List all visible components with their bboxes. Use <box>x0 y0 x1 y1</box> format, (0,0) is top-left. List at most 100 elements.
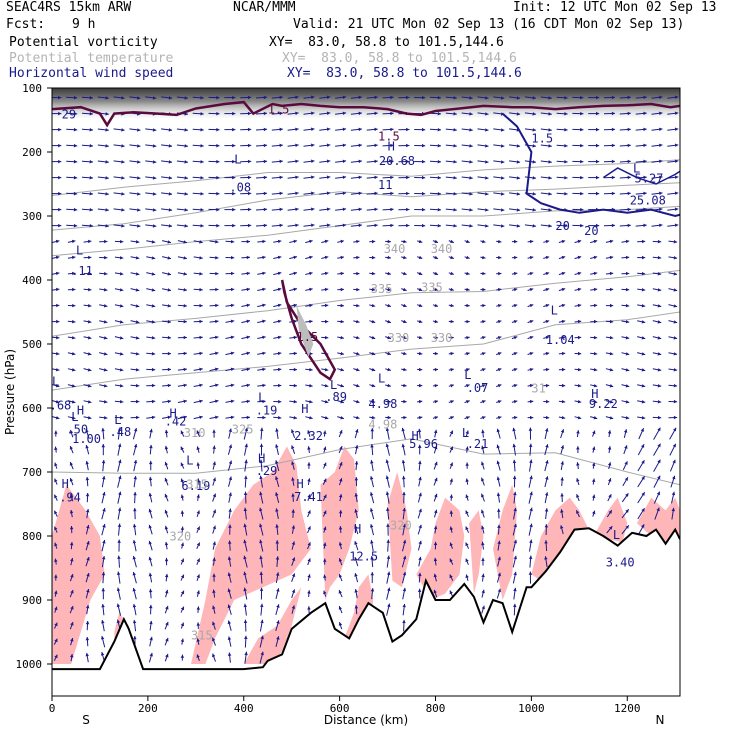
wind-vector-head <box>481 400 486 404</box>
wind-vector-head <box>196 446 200 450</box>
wind-vector-head <box>324 303 329 308</box>
wind-vector-head <box>641 336 646 340</box>
x-end-label-south: S <box>82 713 90 727</box>
wind-vector-head <box>673 336 678 340</box>
wind-vector-head <box>564 192 568 196</box>
wind-vector-head <box>212 541 216 546</box>
wind-vector-head <box>227 652 232 656</box>
wind-vector-head <box>117 427 122 431</box>
wind-vector-head <box>625 416 630 420</box>
wind-vector-head <box>641 288 646 292</box>
wind-vector-head <box>105 224 109 228</box>
wind-vector-head <box>497 304 502 308</box>
wind-vector-head <box>73 95 78 100</box>
wind-vector-head <box>55 239 60 244</box>
wind-vector-head <box>513 336 518 340</box>
wind-vector-head <box>119 384 124 388</box>
wind-vector-head <box>309 303 313 308</box>
wind-vector-head <box>101 460 106 464</box>
wind-vector-head <box>516 96 521 100</box>
wind-vector-head <box>516 144 521 148</box>
contour-label: 4.98 <box>368 418 397 432</box>
wind-vector-head <box>132 604 137 608</box>
wind-vector-head <box>422 207 426 212</box>
wind-vector-head <box>243 523 247 528</box>
wind-vector-head <box>545 428 549 432</box>
wind-vector-head <box>295 159 299 164</box>
wind-vector-head <box>135 288 140 292</box>
wind-vector-head <box>135 352 140 356</box>
wind-vector-head <box>164 525 169 530</box>
wind-vector-head <box>466 319 470 324</box>
wind-vector-head <box>512 443 516 448</box>
wind-vector-head <box>371 399 376 404</box>
x-tick-label: 200 <box>138 702 158 715</box>
wind-vector-head <box>419 367 423 372</box>
wind-vector-head <box>58 159 62 164</box>
wind-vector-head <box>560 429 565 433</box>
wind-vector-head <box>466 239 470 244</box>
wind-vector-head <box>418 416 423 420</box>
wind-vector-head <box>516 208 521 212</box>
wind-vector-head <box>323 558 327 562</box>
wind-vector-head <box>243 555 247 560</box>
wind-vector-head <box>418 508 422 513</box>
wind-vector-head <box>466 303 470 308</box>
wind-vector-head <box>212 653 216 658</box>
x-end-label-north: N <box>656 713 665 727</box>
wind-vector-head <box>183 383 187 388</box>
wind-vector-head <box>481 477 485 482</box>
wind-vector-head <box>263 207 267 212</box>
wind-vector-head <box>387 319 391 324</box>
wind-vector-head <box>56 351 60 356</box>
wind-vector-head <box>307 526 311 530</box>
wind-vector-head <box>625 509 629 513</box>
wind-vector-head <box>422 191 426 196</box>
wind-vector-head <box>609 319 614 324</box>
wind-vector-head <box>72 287 76 292</box>
wind-vector-head <box>180 510 185 514</box>
wind-vector-head <box>356 399 360 404</box>
wind-vector-head <box>387 335 391 340</box>
wind-vector-head <box>228 540 232 544</box>
wind-vector-head <box>119 304 124 308</box>
wind-vector-head <box>418 319 423 324</box>
wind-vector-head <box>87 336 92 340</box>
wind-vector-head <box>104 416 108 420</box>
wind-vector-head <box>120 415 124 420</box>
wind-vector-head <box>545 319 550 324</box>
wind-vector-head <box>608 526 613 530</box>
contour-label: .48 <box>110 425 132 439</box>
wind-vector-head <box>276 636 280 640</box>
wind-vector-head <box>577 271 582 276</box>
wind-vector-head <box>674 127 679 131</box>
wind-vector-head <box>466 271 470 276</box>
wind-vector-head <box>625 384 630 388</box>
wind-vector-head <box>102 508 106 512</box>
wind-vector-head <box>469 224 473 228</box>
x-tick-label: 800 <box>426 702 446 715</box>
wind-vector-head <box>243 507 248 512</box>
wind-vector-head <box>262 255 266 260</box>
wind-vector-head <box>137 128 141 132</box>
wind-vector-head <box>54 462 58 467</box>
wind-vector-head <box>545 271 550 276</box>
wind-vector-head <box>659 111 663 116</box>
wind-vector-head <box>371 335 376 340</box>
wind-vector-head <box>244 635 248 639</box>
wind-vector-head <box>561 319 566 324</box>
wind-vector-head <box>671 507 675 512</box>
wind-vector-head <box>200 224 204 228</box>
wind-vector-head <box>55 271 60 276</box>
wind-vector-head <box>89 96 93 100</box>
contour-label: 320 <box>390 519 412 533</box>
contour-label: 1.00 <box>72 432 101 446</box>
wind-vector-head <box>528 427 533 431</box>
wind-vector-head <box>200 96 204 100</box>
wind-vector-head <box>228 444 233 449</box>
wind-vector-head <box>309 367 313 372</box>
wind-vector-head <box>673 240 678 244</box>
wind-vector-head <box>625 368 630 372</box>
wind-vector-head <box>387 587 391 592</box>
wind-vector-head <box>104 271 108 276</box>
